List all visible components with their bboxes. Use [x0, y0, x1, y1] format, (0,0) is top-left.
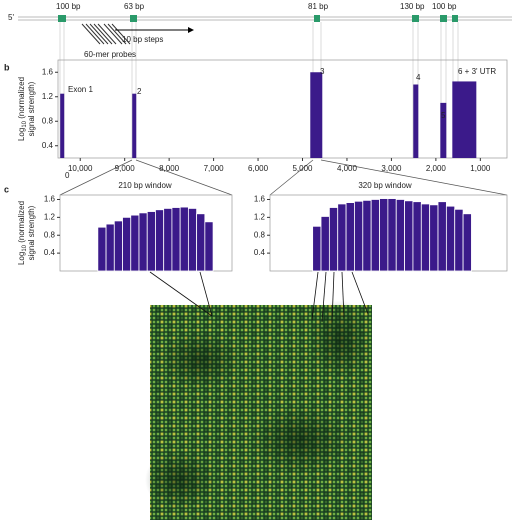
y-tick-label: 1.2 — [42, 92, 54, 101]
signal-bar — [452, 81, 476, 158]
panel-label: b — [4, 62, 10, 72]
probe-bar — [313, 226, 321, 271]
probe-bar — [98, 227, 106, 271]
x-tick-label: 5,000 — [292, 164, 313, 173]
figure: 5' 100 bp 63 bp 81 bp 130 bp 100 bp 10 b… — [0, 0, 520, 520]
y-tick-label: 1.2 — [254, 212, 266, 221]
guide-lines — [60, 22, 458, 158]
probe-bar — [380, 199, 388, 271]
exon-length: 130 bp — [400, 2, 425, 11]
x-tick-label: 9,000 — [115, 164, 136, 173]
annotation: 0 — [65, 171, 70, 180]
probe-bar — [114, 221, 122, 271]
y-tick-label: 1.6 — [42, 67, 54, 76]
probe-bar — [188, 208, 196, 271]
probe-bar — [421, 204, 429, 271]
y-label-text: (normalized — [17, 201, 26, 245]
signal-bar — [310, 72, 322, 158]
panel-a: 5' 100 bp 63 bp 81 bp 130 bp 100 bp 10 b… — [8, 2, 512, 158]
probe-bar — [131, 215, 139, 271]
x-tick-label: 8,000 — [159, 164, 180, 173]
probes-label: 60-mer probes — [84, 50, 136, 59]
probe-bar — [155, 210, 163, 271]
probe-bar — [346, 203, 354, 271]
probe-bar — [455, 209, 463, 271]
y-tick-label: 1.6 — [254, 195, 266, 204]
signal-bar — [132, 94, 136, 158]
y-tick-label: 0.4 — [42, 141, 54, 150]
exon-length: 100 bp — [56, 2, 81, 11]
y-tick-label: 0.4 — [44, 248, 56, 257]
chart-title: 320 bp window — [358, 181, 412, 190]
probe-bar — [354, 201, 362, 271]
probe-bar — [338, 204, 346, 271]
exon-boxes — [58, 15, 458, 22]
probe-bar — [413, 202, 421, 271]
chart-title: 210 bp window — [118, 181, 172, 190]
x-tick-label: 4,000 — [337, 164, 358, 173]
probe-bar — [205, 222, 213, 271]
y-tick-label: 1.6 — [44, 195, 56, 204]
x-tick-label: 1,000 — [470, 164, 491, 173]
page: 5' 100 bp 63 bp 81 bp 130 bp 100 bp 10 b… — [0, 0, 520, 520]
x-tick-label: 7,000 — [204, 164, 225, 173]
probe-bar — [123, 217, 131, 271]
probe-bar — [396, 199, 404, 271]
probe-bar — [388, 199, 396, 271]
probe-bar — [172, 208, 180, 271]
annotation: 5 — [441, 111, 446, 120]
y-tick-label: 0.8 — [44, 230, 56, 239]
probe-bar — [329, 208, 337, 271]
panel-label: c — [4, 184, 9, 194]
x-tick-label: 10,000 — [68, 164, 93, 173]
annotation: 3 — [320, 67, 325, 76]
probe-bar — [430, 205, 438, 271]
probe-bar — [180, 207, 188, 271]
five-prime: 5' — [8, 13, 14, 22]
y-label-text: (normalized — [17, 77, 26, 121]
x-tick-label: 2,000 — [426, 164, 447, 173]
probe-bar — [164, 208, 172, 271]
y-tick-label: 1.2 — [44, 212, 56, 221]
probe-bar — [321, 216, 329, 271]
annotation: 4 — [416, 73, 421, 82]
probe-bar — [147, 212, 155, 271]
probe-bar — [106, 224, 114, 271]
annotation: Exon 1 — [68, 85, 93, 94]
signal-bar — [60, 94, 64, 158]
y-axis-label: signal strength) — [27, 81, 36, 136]
exon-length: 100 bp — [432, 2, 457, 11]
y-axis-label: signal strength) — [27, 205, 36, 260]
y-axis-label: Log10 (normalized — [17, 77, 27, 141]
annotation: 2 — [137, 87, 142, 96]
signal-bar — [413, 85, 418, 159]
plot-frame — [58, 60, 507, 158]
probe-bar — [463, 214, 471, 271]
microarray — [145, 300, 372, 520]
x-tick-label: 3,000 — [381, 164, 402, 173]
y-tick-label: 0.8 — [42, 116, 54, 125]
y-tick-label: 0.8 — [254, 230, 266, 239]
probe-bar — [371, 199, 379, 271]
steps-label: 10 bp steps — [122, 35, 163, 44]
exon-length: 81 bp — [308, 2, 329, 11]
x-tick-label: 6,000 — [248, 164, 269, 173]
probe-bar — [446, 206, 454, 271]
probe-bar — [139, 213, 147, 271]
y-tick-label: 0.4 — [254, 248, 266, 257]
y-label-log: Log — [17, 252, 26, 265]
annotation: 6 + 3' UTR — [458, 67, 496, 76]
y-axis-label: Log10 (normalized — [17, 201, 27, 265]
probe-bar — [363, 200, 371, 271]
probe-bar — [438, 202, 446, 271]
arrow-head — [188, 27, 194, 33]
exon-length: 63 bp — [124, 2, 145, 11]
probe-bar — [405, 201, 413, 271]
y-label-log: Log — [17, 128, 26, 141]
probe-bar — [197, 214, 205, 271]
